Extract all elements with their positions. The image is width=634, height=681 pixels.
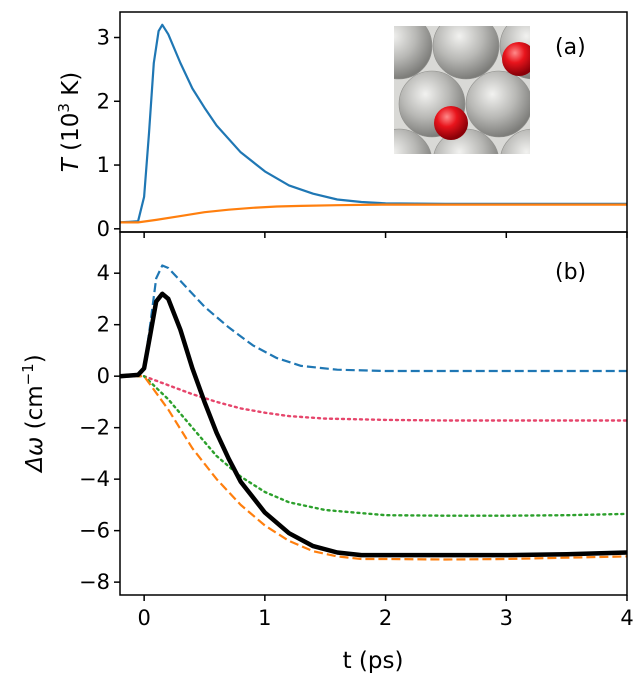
panel-a-y-tick-label: 3 <box>97 26 110 50</box>
panel-a-series-0 <box>119 23 627 224</box>
panel-b-series-0 <box>119 264 627 378</box>
panel-b-y-tick-label: −6 <box>79 519 110 543</box>
adsorbate-atom <box>434 106 468 140</box>
panel-a-y-tick-label: 1 <box>97 153 110 177</box>
panel-a-y-axis-label-exponent: 3 <box>55 103 73 113</box>
panel-b-y-tick-label: −8 <box>79 570 110 594</box>
x-axis-label: t (ps) <box>343 648 404 674</box>
panel-a-series-group <box>119 23 627 224</box>
panel-b-label: (b) <box>555 260 586 285</box>
surface-atom <box>433 128 499 154</box>
panel-b-y-axis-label: Δω (cm−1) <box>19 354 48 473</box>
panel-a-y-axis-label: T (103 K) <box>55 72 84 173</box>
panel-b-y-tick-label: 0 <box>97 364 110 388</box>
panel-a-frame <box>119 11 628 233</box>
panel-b-y-axis-label-unit-start: (cm <box>22 385 48 436</box>
panel-b-x-tick-label: 4 <box>620 606 633 630</box>
panel-b-x-tick-label: 0 <box>137 606 150 630</box>
panel-b-y-axis-label-exponent: −1 <box>19 363 37 385</box>
panel-b-series-3 <box>120 375 628 561</box>
panel-b-y-tick-label: 4 <box>97 261 110 285</box>
panel-b-y-tick-label: −2 <box>79 416 110 440</box>
panel-b-x-tick-label: 2 <box>379 606 392 630</box>
panel-b-y-ticks: 4 2 0 −2 −4 −6 −8 <box>79 261 120 594</box>
surface-atom <box>394 26 433 80</box>
panel-b-x-ticks: 0 1 2 3 4 <box>137 595 634 630</box>
panel-b-series-1 <box>118 375 629 422</box>
panel-b-y-tick-label: −4 <box>79 467 110 491</box>
adsorbate-atom <box>502 42 530 76</box>
panel-b-x-tick-label: 3 <box>500 606 513 630</box>
surface-atom <box>465 70 530 138</box>
panel-a-x-ticks <box>143 232 628 238</box>
panel-a-y-tick-label: 2 <box>97 89 110 113</box>
panel-a-y-axis-label-unit-start: (10 <box>58 113 84 159</box>
panel-a-label: (a) <box>555 35 586 60</box>
panel-b-plot: 4 2 0 −2 −4 −6 −8 0 1 2 3 4 (b) Δω (cm−1) t (ps) <box>19 231 634 674</box>
panel-b-series-group <box>118 264 629 561</box>
panel-a-y-axis-label-symbol: T <box>58 156 84 172</box>
panel-b-y-axis-label-unit-end: ) <box>22 354 48 363</box>
panel-a-y-tick-label: 0 <box>97 217 110 241</box>
surface-atom <box>432 26 500 80</box>
panel-a-y-ticks: 0 1 2 3 <box>97 26 120 241</box>
surface-atom <box>500 128 530 154</box>
panel-a-series-1 <box>120 203 627 224</box>
panel-b-x-tick-label: 1 <box>258 606 271 630</box>
panel-b-y-tick-label: 2 <box>97 313 110 337</box>
panel-b-series-2 <box>118 375 629 517</box>
panel-b-series-4 <box>119 291 628 558</box>
atomic-structure-inset <box>394 26 530 154</box>
panel-b-y-axis-label-symbol: Δω <box>22 437 48 474</box>
surface-atom <box>394 128 432 154</box>
panel-a-y-axis-label-unit-end: K) <box>58 72 84 103</box>
panel-b-frame <box>119 231 628 596</box>
